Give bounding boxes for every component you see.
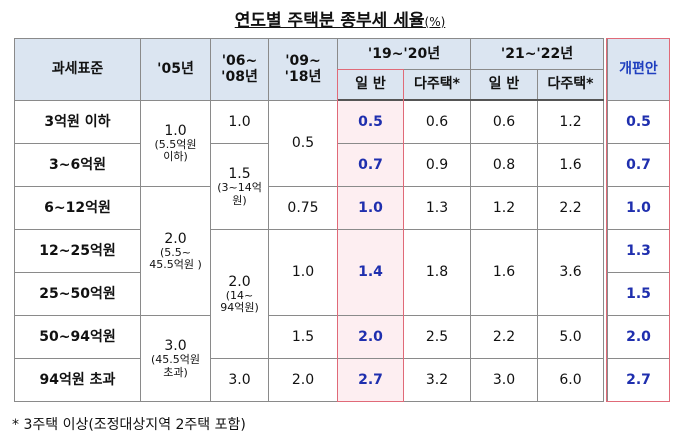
cell: 1.5 (3~14억원) — [210, 143, 269, 230]
cell: 2.0 — [268, 358, 338, 402]
cell: 2.7 — [607, 358, 670, 402]
value: 3.0 — [164, 338, 187, 355]
row-label: 3~6억원 — [14, 143, 141, 187]
cell: 2.0 — [607, 315, 670, 359]
note: (3~14억원) — [217, 181, 262, 207]
cell: 2.0 — [337, 315, 404, 359]
note: (5.5억원 이하) — [154, 138, 197, 164]
cell: 1.6 — [537, 143, 604, 187]
cell: 0.7 — [607, 143, 670, 187]
header-cell: 다주택* — [403, 69, 471, 101]
cell: 3.2 — [403, 358, 471, 402]
header-cell: '06~ '08년 — [210, 38, 269, 101]
cell: 1.0 — [607, 186, 670, 230]
cell: 3.0 (45.5억원 초과) — [140, 315, 211, 402]
header-cell: '21~'22년 — [470, 38, 604, 70]
cell: 1.4 — [337, 229, 404, 316]
cell: 0.9 — [403, 143, 471, 187]
cell: 6.0 — [537, 358, 604, 402]
cell: 1.0 (5.5억원 이하) — [140, 99, 211, 187]
row-label: 50~94억원 — [14, 315, 141, 359]
cell: 3.0 — [210, 358, 269, 402]
cell: 0.5 — [607, 99, 670, 144]
header-cell: 일 반 — [470, 69, 538, 101]
cell: 2.2 — [470, 315, 538, 359]
value: 1.0 — [164, 123, 187, 140]
title-text: 연도별 주택분 종부세 세율 — [234, 11, 425, 31]
cell: 2.0 (5.5~ 45.5억원 ) — [140, 186, 211, 316]
cell: 1.5 — [607, 272, 670, 316]
cell: 1.3 — [403, 186, 471, 230]
note: (5.5~ 45.5억원 ) — [149, 245, 202, 272]
cell: 0.7 — [337, 143, 404, 187]
cell: 1.0 — [268, 229, 338, 316]
header-cell: 일 반 — [337, 69, 404, 101]
cell: 0.5 — [268, 99, 338, 187]
note: (14~ 94억원) — [220, 288, 259, 315]
cell: 2.2 — [537, 186, 604, 230]
cell: 2.0 (14~ 94억원) — [210, 229, 269, 359]
note: (45.5억원 초과) — [150, 353, 201, 379]
value: 1.5 — [228, 166, 251, 183]
cell: 1.6 — [470, 229, 538, 316]
header-cell: '09~ '18년 — [268, 38, 338, 101]
header-cell: 과세표준 — [14, 38, 141, 101]
row-label: 3억원 이하 — [14, 99, 141, 144]
row-label: 94억원 초과 — [14, 358, 141, 402]
cell: 1.3 — [607, 229, 670, 273]
cell: 0.6 — [403, 99, 471, 144]
header-cell: 개편안 — [607, 38, 670, 101]
cell: 0.5 — [337, 99, 404, 144]
row-label: 6~12억원 — [14, 186, 141, 230]
cell: 2.5 — [403, 315, 471, 359]
cell: 1.0 — [337, 186, 404, 230]
cell: 0.8 — [470, 143, 538, 187]
cell: 1.0 — [210, 99, 269, 144]
cell: 2.7 — [337, 358, 404, 402]
cell: 0.75 — [268, 186, 338, 230]
cell: 1.5 — [268, 315, 338, 359]
row-label: 12~25억원 — [14, 229, 141, 273]
header-cell: '19~'20년 — [337, 38, 471, 70]
footnote: * 3주택 이상(조정대상지역 2주택 포함) — [12, 417, 246, 433]
value: 2.0 — [228, 273, 251, 290]
cell: 1.2 — [470, 186, 538, 230]
cell: 3.0 — [470, 358, 538, 402]
rate-table: 과세표준 '05년 '06~ '08년 '09~ '18년 '19~'20년 '… — [14, 38, 670, 402]
header-cell: '05년 — [140, 38, 211, 101]
cell: 5.0 — [537, 315, 604, 359]
cell: 0.6 — [470, 99, 538, 144]
cell: 1.2 — [537, 99, 604, 144]
cell: 1.8 — [403, 229, 471, 316]
unit: (%) — [424, 15, 446, 29]
cell: 3.6 — [537, 229, 604, 316]
title: 연도별 주택분 종부세 세율(%) — [0, 6, 680, 31]
value: 2.0 — [164, 230, 187, 247]
row-label: 25~50억원 — [14, 272, 141, 316]
header-cell: 다주택* — [537, 69, 604, 101]
